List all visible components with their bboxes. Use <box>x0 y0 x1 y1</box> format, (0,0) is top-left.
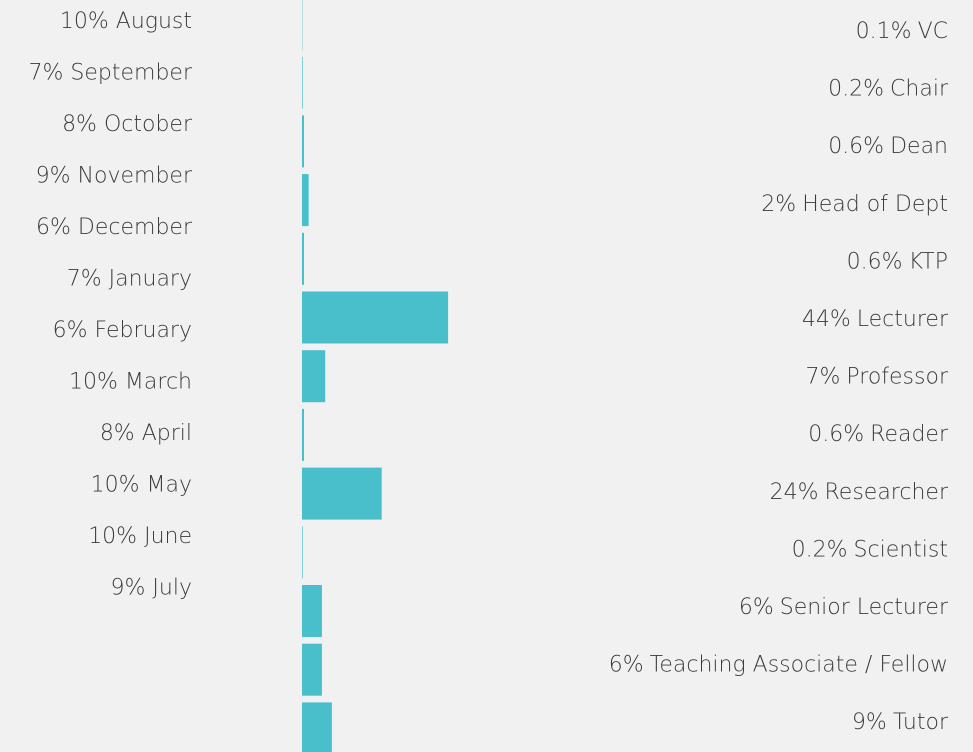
month-label: 9% July <box>111 576 192 601</box>
month-label: 10% May <box>91 473 192 498</box>
value-label: 2% <box>761 192 796 217</box>
category-label: Professor <box>846 365 949 390</box>
role-label: 0.6% KTP <box>847 249 948 274</box>
month-label: 9% November <box>36 164 193 189</box>
bar <box>302 467 382 520</box>
bar <box>302 232 304 285</box>
bar <box>302 115 304 168</box>
value-label: 0.1% <box>856 19 912 44</box>
role-label: 0.2% Scientist <box>792 537 948 562</box>
role-label: 9% Tutor <box>852 710 949 735</box>
role-label: 44% Lecturer <box>802 307 949 332</box>
bar <box>302 585 322 637</box>
value-label: 24% <box>770 480 819 505</box>
bar <box>302 408 304 461</box>
value-label: 9% <box>852 710 887 735</box>
category-label: Scientist <box>854 537 948 562</box>
role-label: 0.2% Chair <box>828 77 949 102</box>
role-label: 0.1% VC <box>856 19 948 44</box>
bar <box>302 526 303 579</box>
category-label: Head of Dept <box>802 192 948 217</box>
month-label: 7% January <box>67 267 192 292</box>
value-label: 44% <box>802 307 851 332</box>
role-label: 6% Senior Lecturer <box>739 595 949 620</box>
value-label: 0.6% <box>828 134 884 159</box>
category-label: Reader <box>870 422 949 447</box>
category-label: Lecturer <box>857 307 949 332</box>
category-label: Researcher <box>825 480 949 505</box>
month-label: 8% October <box>62 112 193 137</box>
category-label: Chair <box>890 77 949 102</box>
month-label: 8% April <box>100 421 192 446</box>
role-label: 24% Researcher <box>770 480 949 505</box>
value-label: 0.2% <box>792 537 848 562</box>
value-label: 6% <box>739 595 774 620</box>
category-label: Senior Lecturer <box>780 595 949 620</box>
bar <box>302 643 322 696</box>
bar <box>302 56 303 109</box>
month-label: 10% March <box>69 370 192 395</box>
category-label: Tutor <box>893 710 949 735</box>
value-label: 0.2% <box>828 77 884 102</box>
role-label: 0.6% Dean <box>828 134 948 159</box>
month-label: 10% June <box>88 524 192 549</box>
bar <box>302 174 309 227</box>
category-label: KTP <box>909 249 948 274</box>
month-label: 6% February <box>53 318 192 343</box>
value-label: 7% <box>805 365 840 390</box>
bar <box>302 350 326 403</box>
role-label: 0.6% Reader <box>808 422 949 447</box>
month-label: 7% September <box>29 61 193 86</box>
category-label: Dean <box>890 134 948 159</box>
month-label: 10% August <box>60 9 192 34</box>
value-label: 0.6% <box>808 422 864 447</box>
month-label: 6% December <box>36 215 193 240</box>
bar <box>302 291 449 344</box>
value-label: 6% <box>609 653 644 678</box>
category-label: Teaching Associate / Fellow <box>650 653 948 678</box>
role-label: 7% Professor <box>805 365 948 390</box>
role-label: 2% Head of Dept <box>761 192 948 217</box>
bar <box>302 702 332 752</box>
category-label: VC <box>918 19 948 44</box>
role-label: 6% Teaching Associate / Fellow <box>609 653 948 678</box>
value-label: 0.6% <box>847 249 903 274</box>
